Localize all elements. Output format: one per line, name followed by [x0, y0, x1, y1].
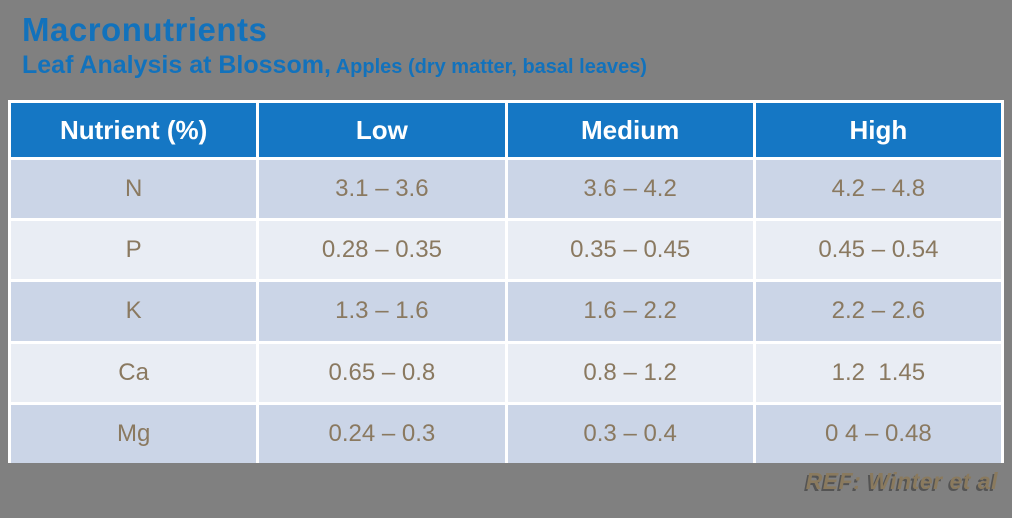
table-cell-low: 1.3 – 1.6: [259, 282, 505, 341]
table-cell-medium: 3.6 – 4.2: [507, 160, 753, 219]
column-header-medium: Medium: [507, 103, 753, 157]
subtitle-detail: Apples (dry matter, basal leaves): [330, 56, 647, 79]
table-cell-nutrient: P: [11, 221, 257, 280]
reference-citation: REF: Winter et al: [805, 468, 998, 494]
subtitle-main: Leaf Analysis at Blossom,: [22, 51, 331, 80]
table-cell-low: 0.24 – 0.3: [259, 404, 505, 463]
table-cell-medium: 0.8 – 1.2: [507, 343, 753, 402]
table-cell-high: 0 4 – 0.48: [755, 404, 1001, 463]
column-header-high: High: [755, 103, 1001, 157]
column-header-low: Low: [259, 103, 505, 157]
table-cell-low: 3.1 – 3.6: [259, 160, 505, 219]
table-cell-medium: 1.6 – 2.2: [507, 282, 753, 341]
page-title: Macronutrients: [22, 11, 268, 48]
column-header-nutrient: Nutrient (%): [11, 103, 257, 157]
table-cell-nutrient: Ca: [11, 343, 257, 402]
nutrient-table: Nutrient (%) Low Medium High N 3.1 – 3.6…: [8, 100, 1004, 463]
table-cell-nutrient: Mg: [11, 404, 257, 463]
slide-header: Macronutrients Leaf Analysis at Blossom,…: [22, 11, 992, 80]
table-cell-nutrient: N: [11, 160, 257, 219]
table-cell-high: 1.2 1.45: [755, 343, 1001, 402]
table-cell-medium: 0.35 – 0.45: [507, 221, 753, 280]
table-cell-high: 4.2 – 4.8: [755, 160, 1001, 219]
table-cell-high: 2.2 – 2.6: [755, 282, 1001, 341]
table-cell-nutrient: K: [11, 282, 257, 341]
table-cell-low: 0.65 – 0.8: [259, 343, 505, 402]
table-cell-medium: 0.3 – 0.4: [507, 404, 753, 463]
table-cell-high: 0.45 – 0.54: [755, 221, 1001, 280]
table-cell-low: 0.28 – 0.35: [259, 221, 505, 280]
page-subtitle: Leaf Analysis at Blossom, Apples (dry ma…: [22, 52, 992, 80]
